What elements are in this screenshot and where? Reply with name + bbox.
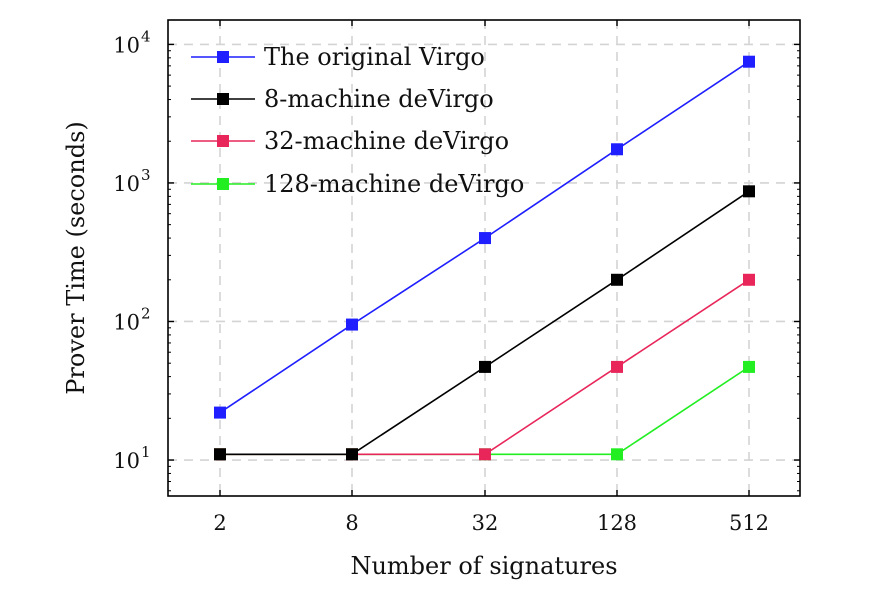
series-marker [743, 360, 755, 373]
plot-frame [167, 19, 801, 497]
y-tick-exponent: 4 [141, 27, 151, 45]
series-marker [743, 273, 755, 286]
legend: The original Virgo 8-machine deVirgo 32-ma… [191, 43, 524, 198]
series-marker [479, 448, 491, 461]
series-marker [214, 406, 226, 419]
series-marker [611, 273, 623, 286]
x-tick-label: 8 [345, 511, 358, 535]
x-tick-label: 128 [597, 511, 637, 535]
legend-marker [217, 51, 229, 63]
series-marker [743, 185, 755, 198]
series-marker [479, 232, 491, 245]
y-tick-label: 10 [113, 310, 140, 334]
legend-marker [217, 93, 229, 105]
x-tick-label: 512 [729, 511, 769, 535]
legend-label: The original Virgo [264, 43, 485, 71]
series-marker [611, 448, 623, 461]
y-axis-label: Prover Time (seconds) [62, 121, 90, 394]
x-axis-label: Number of signatures [350, 552, 617, 580]
y-tick-label: 10 [113, 33, 140, 57]
series-marker [346, 318, 358, 331]
legend-marker [217, 135, 229, 147]
legend-label: 128-machine deVirgo [264, 170, 524, 198]
series-marker [346, 448, 358, 461]
y-tick-label: 10 [113, 172, 140, 196]
series-marker [214, 448, 226, 461]
y-tick-exponent: 3 [141, 166, 151, 184]
series-marker [611, 360, 623, 373]
legend-marker [217, 178, 229, 190]
series-marker [611, 143, 623, 156]
legend-label: 8-machine deVirgo [264, 85, 494, 113]
y-tick-label: 10 [113, 449, 140, 473]
y-tick-exponent: 2 [141, 304, 151, 322]
legend-label: 32-machine deVirgo [264, 127, 509, 155]
series-layer [214, 55, 755, 461]
x-tick-label: 32 [472, 511, 499, 535]
x-tick-label: 2 [213, 511, 226, 535]
series-marker [479, 360, 491, 373]
y-tick-exponent: 1 [141, 443, 151, 461]
series-marker [743, 55, 755, 68]
